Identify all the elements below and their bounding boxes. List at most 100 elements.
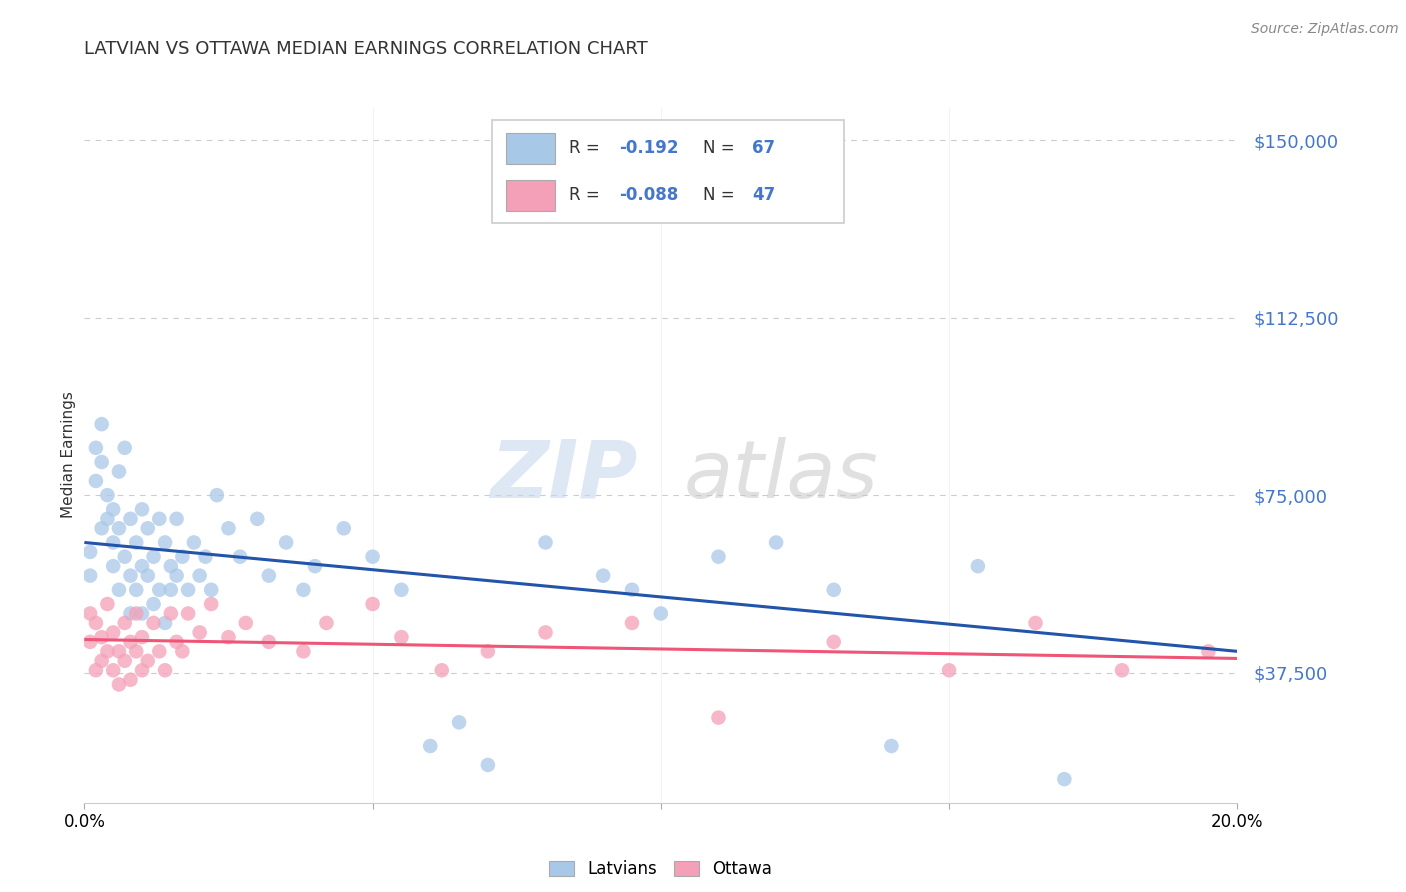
Point bbox=[650, 607, 672, 621]
Point bbox=[148, 512, 170, 526]
Point bbox=[477, 758, 499, 772]
Point bbox=[131, 630, 153, 644]
Text: Source: ZipAtlas.com: Source: ZipAtlas.com bbox=[1251, 22, 1399, 37]
Point bbox=[274, 535, 298, 549]
Point bbox=[200, 582, 222, 597]
Point bbox=[131, 663, 153, 677]
Point bbox=[391, 582, 413, 597]
Point bbox=[177, 582, 200, 597]
Point bbox=[131, 607, 153, 621]
Point bbox=[84, 615, 107, 630]
Point bbox=[108, 644, 131, 658]
Point bbox=[96, 512, 118, 526]
Point bbox=[153, 615, 176, 630]
Point bbox=[188, 625, 211, 640]
Point bbox=[967, 559, 990, 574]
Point bbox=[177, 607, 200, 621]
Point bbox=[430, 663, 453, 677]
Point bbox=[114, 615, 136, 630]
Point bbox=[246, 512, 269, 526]
Point bbox=[90, 630, 112, 644]
Point bbox=[142, 615, 165, 630]
Point bbox=[880, 739, 903, 753]
Point bbox=[120, 673, 142, 687]
Point bbox=[160, 607, 183, 621]
Point bbox=[166, 635, 188, 649]
Point bbox=[1053, 772, 1076, 786]
Point bbox=[120, 512, 142, 526]
Point bbox=[823, 582, 845, 597]
Point bbox=[90, 654, 112, 668]
Point bbox=[84, 441, 107, 455]
Point bbox=[534, 625, 557, 640]
Point bbox=[103, 663, 124, 677]
Point bbox=[131, 502, 153, 516]
FancyBboxPatch shape bbox=[506, 133, 555, 163]
Point bbox=[332, 521, 354, 535]
Point bbox=[108, 582, 131, 597]
Point bbox=[172, 644, 194, 658]
Point bbox=[142, 549, 165, 564]
Point bbox=[114, 549, 136, 564]
Point bbox=[200, 597, 222, 611]
Point bbox=[153, 535, 176, 549]
Point bbox=[823, 635, 845, 649]
Point bbox=[938, 663, 960, 677]
Point bbox=[592, 568, 614, 582]
Point bbox=[103, 625, 124, 640]
Text: N =: N = bbox=[703, 186, 740, 204]
Text: LATVIAN VS OTTAWA MEDIAN EARNINGS CORRELATION CHART: LATVIAN VS OTTAWA MEDIAN EARNINGS CORREL… bbox=[84, 40, 648, 58]
Text: -0.088: -0.088 bbox=[619, 186, 678, 204]
Point bbox=[205, 488, 228, 502]
FancyBboxPatch shape bbox=[492, 120, 844, 223]
Point bbox=[120, 607, 142, 621]
Point bbox=[229, 549, 252, 564]
Point bbox=[160, 559, 183, 574]
Text: -0.192: -0.192 bbox=[619, 139, 678, 157]
Point bbox=[103, 559, 124, 574]
Point bbox=[136, 568, 159, 582]
Point bbox=[79, 568, 101, 582]
Point bbox=[257, 568, 280, 582]
Point bbox=[120, 568, 142, 582]
Text: atlas: atlas bbox=[683, 437, 879, 515]
Point bbox=[84, 663, 107, 677]
FancyBboxPatch shape bbox=[506, 180, 555, 211]
Point bbox=[84, 474, 107, 488]
Point bbox=[103, 535, 124, 549]
Point bbox=[153, 663, 176, 677]
Point bbox=[534, 535, 557, 549]
Point bbox=[765, 535, 787, 549]
Point bbox=[166, 568, 188, 582]
Point bbox=[315, 615, 337, 630]
Point bbox=[125, 607, 148, 621]
Point bbox=[621, 615, 644, 630]
Point bbox=[131, 559, 153, 574]
Point bbox=[292, 644, 315, 658]
Text: 47: 47 bbox=[752, 186, 776, 204]
Point bbox=[707, 710, 730, 724]
Point bbox=[125, 582, 148, 597]
Point bbox=[194, 549, 217, 564]
Point bbox=[166, 512, 188, 526]
Point bbox=[90, 417, 112, 432]
Point bbox=[477, 644, 499, 658]
Point bbox=[447, 715, 470, 730]
Point bbox=[1111, 663, 1133, 677]
Text: ZIP: ZIP bbox=[491, 437, 638, 515]
Point bbox=[292, 582, 315, 597]
Point bbox=[96, 597, 118, 611]
Point bbox=[1024, 615, 1046, 630]
Point bbox=[391, 630, 413, 644]
Point bbox=[419, 739, 441, 753]
Point bbox=[96, 644, 118, 658]
Point bbox=[361, 549, 384, 564]
Point bbox=[172, 549, 194, 564]
Point bbox=[235, 615, 257, 630]
Point bbox=[304, 559, 326, 574]
Point bbox=[108, 465, 131, 479]
Y-axis label: Median Earnings: Median Earnings bbox=[60, 392, 76, 518]
Point bbox=[142, 597, 165, 611]
Point bbox=[361, 597, 384, 611]
Point bbox=[114, 441, 136, 455]
